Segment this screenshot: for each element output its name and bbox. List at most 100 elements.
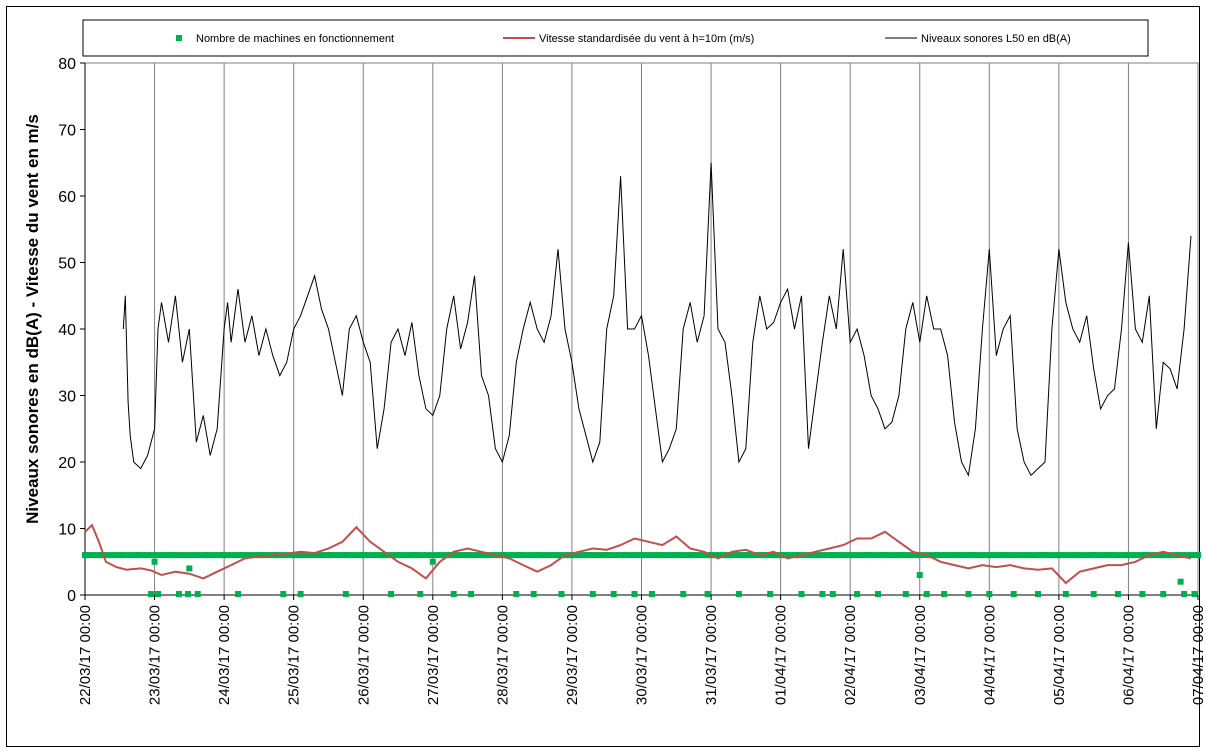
marker-point xyxy=(169,552,176,559)
marker-point-zero xyxy=(735,591,742,597)
y-tick-label: 60 xyxy=(58,189,76,206)
marker-point xyxy=(674,552,681,559)
marker-point xyxy=(1067,552,1074,559)
marker-point xyxy=(102,552,109,559)
marker-point-zero xyxy=(148,591,155,597)
marker-point xyxy=(349,552,356,559)
marker-point xyxy=(741,552,748,559)
marker-point xyxy=(770,552,777,559)
marker-point-zero xyxy=(1035,591,1042,597)
marker-point xyxy=(324,552,331,559)
marker-point-zero xyxy=(1090,591,1097,597)
marker-point xyxy=(403,552,410,559)
marker-point xyxy=(127,552,134,559)
series-line xyxy=(84,523,1192,585)
y-tick-label: 50 xyxy=(58,256,76,273)
marker-point xyxy=(1142,552,1149,559)
marker-point xyxy=(1075,552,1082,559)
marker-point xyxy=(228,552,235,559)
marker-point xyxy=(603,552,610,559)
marker-point xyxy=(194,552,201,559)
marker-point xyxy=(1167,552,1174,559)
marker-point xyxy=(816,552,823,559)
marker-point xyxy=(904,552,911,559)
marker-point xyxy=(407,552,414,559)
marker-point-zero xyxy=(631,591,638,597)
marker-point xyxy=(186,565,193,572)
marker-point xyxy=(1158,552,1165,559)
marker-point xyxy=(766,552,773,559)
marker-point xyxy=(753,552,760,559)
marker-point-zero xyxy=(175,591,182,597)
marker-point xyxy=(536,552,543,559)
marker-point xyxy=(299,552,306,559)
marker-point xyxy=(429,558,436,565)
marker-point xyxy=(378,552,385,559)
marker-point xyxy=(161,552,168,559)
marker-point xyxy=(1179,552,1186,559)
legend-marker xyxy=(176,35,182,41)
marker-point xyxy=(219,552,226,559)
marker-point xyxy=(211,552,218,559)
marker-point-zero xyxy=(704,591,711,597)
marker-point-zero xyxy=(589,591,596,597)
marker-point xyxy=(395,552,402,559)
marker-point-zero xyxy=(1181,591,1188,597)
marker-point xyxy=(996,552,1003,559)
marker-point xyxy=(123,552,130,559)
marker-point xyxy=(152,552,159,559)
marker-point xyxy=(307,552,314,559)
y-tick-label: 0 xyxy=(67,588,76,605)
legend-label: Nombre de machines en fonctionnement xyxy=(196,33,394,45)
marker-point xyxy=(1004,552,1011,559)
marker-point xyxy=(983,552,990,559)
marker-point xyxy=(503,552,510,559)
marker-point xyxy=(941,552,948,559)
marker-point xyxy=(862,552,869,559)
marker-point xyxy=(1183,552,1190,559)
marker-point xyxy=(1192,552,1199,559)
marker-point xyxy=(553,552,560,559)
marker-point-zero xyxy=(468,591,475,597)
marker-point xyxy=(624,552,631,559)
marker-point xyxy=(1000,552,1007,559)
marker-point xyxy=(578,552,585,559)
marker-point xyxy=(90,552,97,559)
marker-point xyxy=(240,552,247,559)
marker-point xyxy=(966,552,973,559)
marker-point xyxy=(745,552,752,559)
marker-point xyxy=(248,552,255,559)
marker-point xyxy=(215,552,222,559)
legend-label: Niveaux sonores L50 en dB(A) xyxy=(921,33,1071,45)
marker-point xyxy=(875,552,882,559)
marker-point xyxy=(115,552,122,559)
marker-point xyxy=(687,552,694,559)
x-tick-label: 31/03/17 00:00 xyxy=(703,605,720,705)
marker-point xyxy=(528,552,535,559)
marker-point xyxy=(1021,552,1028,559)
marker-point xyxy=(749,552,756,559)
marker-point xyxy=(541,552,548,559)
marker-point-zero xyxy=(235,591,242,597)
marker-point xyxy=(1163,552,1170,559)
marker-point xyxy=(1104,552,1111,559)
marker-point xyxy=(787,552,794,559)
x-tick-label: 27/03/17 00:00 xyxy=(425,605,442,705)
marker-point xyxy=(457,552,464,559)
marker-point xyxy=(232,552,239,559)
marker-point xyxy=(177,552,184,559)
marker-point xyxy=(812,552,819,559)
chart-frame xyxy=(6,6,1200,747)
marker-point xyxy=(449,552,456,559)
marker-point xyxy=(954,552,961,559)
marker-point xyxy=(436,552,443,559)
marker-point xyxy=(1033,552,1040,559)
y-tick-label: 30 xyxy=(58,389,76,406)
x-tick-label: 05/04/17 00:00 xyxy=(1051,605,1068,705)
marker-point xyxy=(841,552,848,559)
marker-point xyxy=(637,552,644,559)
marker-point xyxy=(478,552,485,559)
marker-point-zero xyxy=(155,591,162,597)
marker-point xyxy=(762,552,769,559)
